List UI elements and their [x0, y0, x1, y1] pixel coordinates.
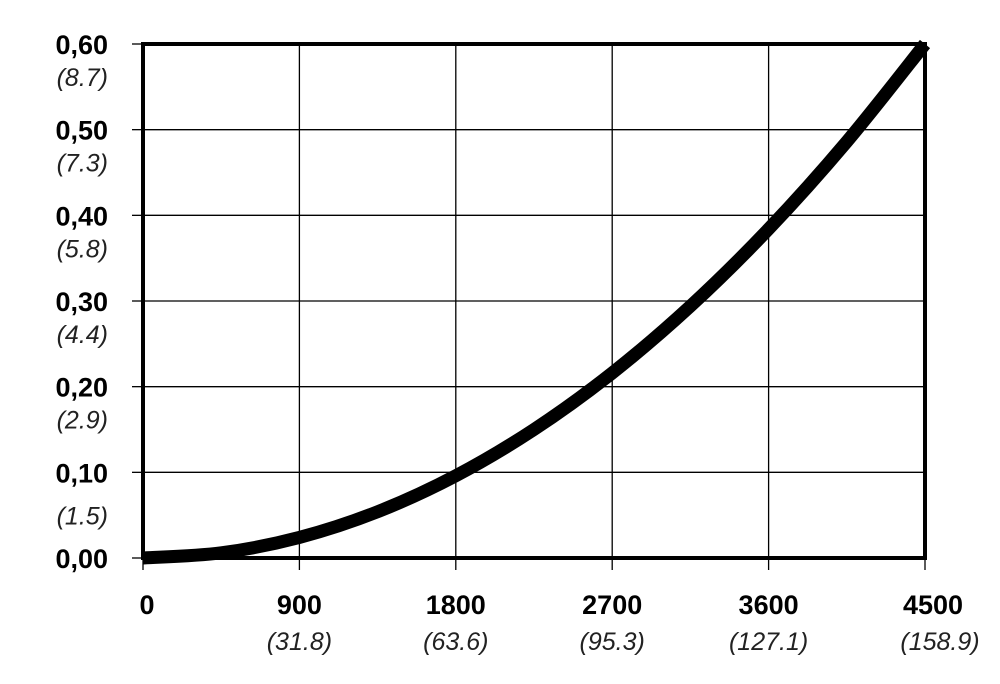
y-tick-label: 0,00	[55, 544, 108, 574]
y-tick-label: 0,50	[55, 116, 108, 146]
x-tick-label: 1800	[426, 590, 486, 620]
x-tick-label: 2700	[582, 590, 642, 620]
x-tick-sublabel: (95.3)	[580, 628, 645, 656]
y-tick-label: 0,60	[55, 30, 108, 60]
y-tick-label: 0,10	[55, 458, 108, 488]
y-tick-sublabel: (8.7)	[57, 64, 108, 92]
y-tick-label: 0,40	[55, 201, 108, 231]
y-tick-label: 0,30	[55, 287, 108, 317]
y-tick-sublabel: (1.5)	[57, 502, 108, 530]
y-tick-sublabel: (5.8)	[57, 235, 108, 263]
x-tick-sublabel: (158.9)	[900, 628, 979, 656]
y-tick-sublabel: (4.4)	[57, 321, 108, 349]
y-tick-label: 0,20	[55, 373, 108, 403]
x-tick-label: 4500	[903, 590, 963, 620]
grid	[142, 43, 926, 559]
x-tick-label: 900	[277, 590, 322, 620]
x-tick-sublabel: (63.6)	[423, 628, 488, 656]
x-tick-sublabel: (31.8)	[267, 628, 332, 656]
x-tick-label: 0	[139, 590, 154, 620]
x-tick-sublabel: (127.1)	[729, 628, 808, 656]
y-tick-sublabel: (7.3)	[57, 150, 108, 178]
y-tick-sublabel: (2.9)	[57, 407, 108, 435]
axis-labels: 0 900 (31.8) 1800 (63.6) 2700 (95.3) 3600 (127.1…	[55, 30, 979, 656]
series-line-curve	[142, 39, 931, 565]
plot-frame	[141, 42, 927, 560]
ticks	[132, 43, 926, 570]
x-tick-label: 3600	[739, 590, 799, 620]
